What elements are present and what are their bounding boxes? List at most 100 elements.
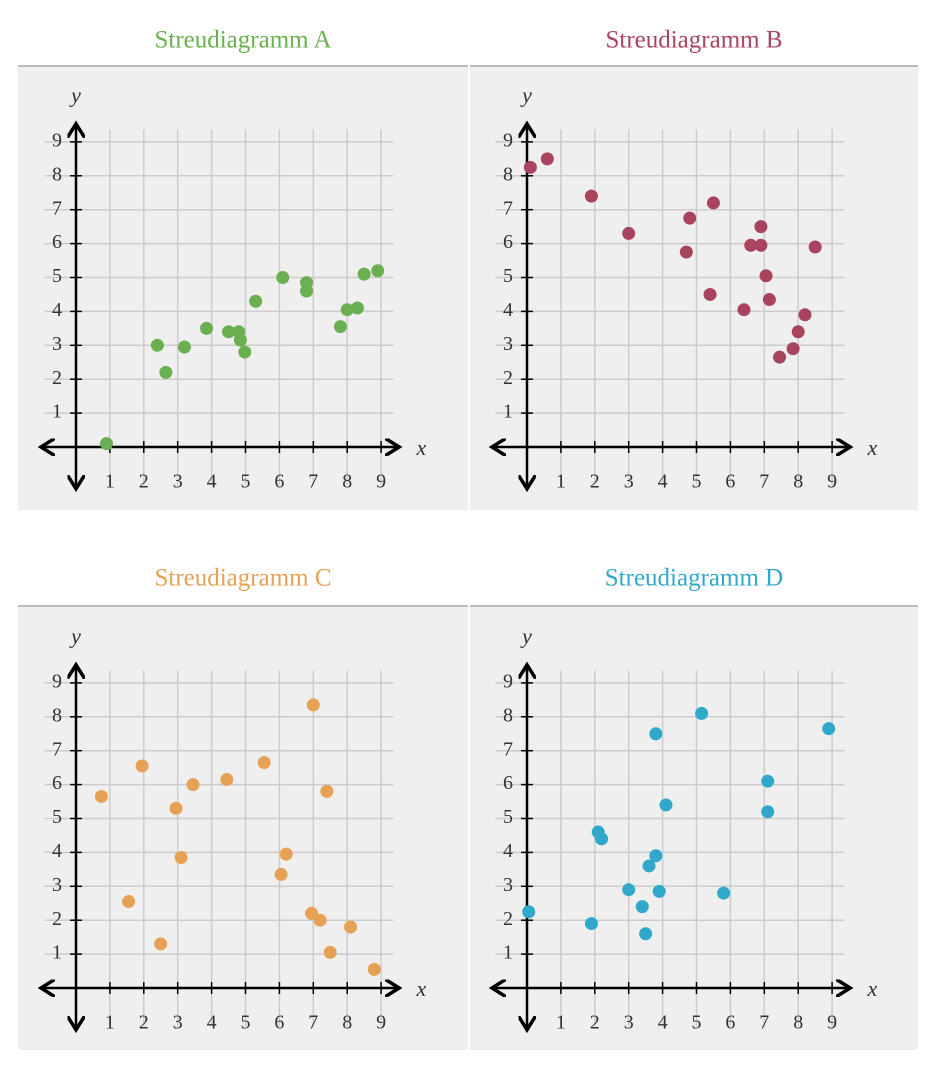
- y-tick-label: 2: [503, 367, 513, 389]
- y-tick-label: 8: [503, 163, 513, 185]
- data-point: [150, 338, 164, 352]
- data-point: [652, 884, 666, 898]
- y-tick-label: 5: [503, 265, 513, 287]
- x-tick-label: 9: [376, 471, 386, 493]
- data-point: [257, 756, 271, 770]
- data-point: [639, 927, 653, 941]
- y-tick-label: 6: [503, 231, 513, 253]
- data-point: [808, 240, 822, 254]
- x-tick-label: 5: [692, 471, 702, 493]
- y-tick-label: 6: [52, 231, 62, 253]
- data-point: [169, 801, 183, 815]
- y-tick-label: 4: [503, 840, 513, 862]
- x-tick-label: 8: [793, 1012, 803, 1034]
- x-tick-label: 1: [556, 1012, 566, 1034]
- data-point: [174, 850, 188, 864]
- plot-background: [18, 66, 468, 510]
- plot-background: [470, 606, 918, 1050]
- y-axis-label: y: [69, 624, 81, 649]
- data-point: [279, 847, 293, 861]
- plot-background: [470, 66, 918, 510]
- data-point: [540, 152, 554, 166]
- data-point: [357, 267, 371, 281]
- x-tick-label: 5: [241, 1012, 251, 1034]
- data-point: [371, 264, 385, 278]
- scatter-plot: Streudiagramm D 1 2 3 4 5 6 7 8 9 1 2 3 4 5 6 7 8 9 x y: [470, 565, 918, 1050]
- chart-title: Streudiagramm A: [154, 27, 331, 54]
- x-tick-label: 5: [692, 1012, 702, 1034]
- x-tick-label: 9: [376, 1012, 386, 1034]
- data-point: [761, 774, 775, 788]
- data-point: [313, 913, 327, 927]
- x-tick-label: 2: [590, 471, 600, 493]
- x-tick-label: 8: [342, 471, 352, 493]
- data-point: [622, 226, 636, 240]
- data-point: [595, 832, 609, 846]
- data-point: [274, 867, 288, 881]
- x-tick-label: 6: [725, 1012, 735, 1034]
- x-tick-label: 3: [624, 1012, 634, 1034]
- chart-title: Streudiagramm B: [605, 27, 782, 54]
- y-axis-label: y: [520, 83, 532, 108]
- y-tick-label: 7: [503, 738, 513, 760]
- data-point: [249, 294, 263, 308]
- data-point: [238, 345, 252, 359]
- x-tick-label: 7: [759, 471, 769, 493]
- x-tick-label: 8: [342, 1012, 352, 1034]
- y-tick-label: 9: [52, 670, 62, 692]
- x-tick-label: 7: [308, 1012, 318, 1034]
- y-tick-label: 5: [503, 806, 513, 828]
- data-point: [135, 759, 149, 773]
- data-point: [703, 287, 717, 301]
- x-tick-label: 3: [173, 1012, 183, 1034]
- data-point: [276, 271, 290, 284]
- x-tick-label: 7: [759, 1012, 769, 1034]
- x-tick-label: 6: [274, 471, 284, 493]
- x-axis-label: x: [416, 976, 427, 1001]
- x-tick-label: 3: [173, 471, 183, 493]
- data-point: [350, 301, 364, 315]
- data-point: [622, 883, 636, 897]
- data-point: [791, 325, 805, 339]
- y-tick-label: 5: [52, 265, 62, 287]
- y-tick-label: 8: [503, 704, 513, 726]
- x-tick-label: 2: [139, 1012, 149, 1034]
- data-point: [100, 437, 114, 451]
- data-point: [177, 340, 191, 354]
- scatter-plot: Streudiagramm A 1 2 3 4 5 6 7 8 9 1 2 3 4 5 6 7 8 9 x y: [18, 27, 468, 510]
- data-point: [220, 773, 234, 787]
- scatter-plot: Streudiagramm C 1 2 3 4 5 6 7 8 9 1 2 3 4 5 6 7 8 9 x y: [18, 565, 468, 1050]
- data-point: [822, 722, 836, 736]
- data-point: [300, 284, 314, 298]
- plot-background: [18, 606, 468, 1050]
- data-point: [367, 962, 381, 976]
- data-point: [717, 886, 731, 900]
- x-tick-label: 5: [241, 471, 251, 493]
- y-tick-label: 3: [52, 333, 62, 355]
- y-axis-label: y: [520, 624, 532, 649]
- data-point: [323, 945, 337, 959]
- data-point: [522, 905, 536, 919]
- y-tick-label: 8: [52, 163, 62, 185]
- data-point: [584, 189, 598, 203]
- data-point: [649, 849, 663, 863]
- y-tick-label: 2: [503, 908, 513, 930]
- data-point: [306, 698, 320, 712]
- data-point: [762, 293, 776, 307]
- y-tick-label: 9: [503, 670, 513, 692]
- data-point: [706, 196, 720, 210]
- y-tick-label: 7: [52, 197, 62, 219]
- data-point: [233, 333, 247, 347]
- y-tick-label: 6: [52, 772, 62, 794]
- data-point: [154, 937, 168, 951]
- data-point: [159, 365, 173, 379]
- x-axis-label: x: [416, 435, 427, 460]
- x-tick-label: 4: [207, 1012, 217, 1034]
- y-tick-label: 3: [52, 874, 62, 896]
- data-point: [635, 900, 649, 914]
- x-axis-label: x: [867, 435, 878, 460]
- data-point: [340, 303, 354, 317]
- x-tick-label: 9: [827, 1012, 837, 1034]
- x-axis-label: x: [867, 976, 878, 1001]
